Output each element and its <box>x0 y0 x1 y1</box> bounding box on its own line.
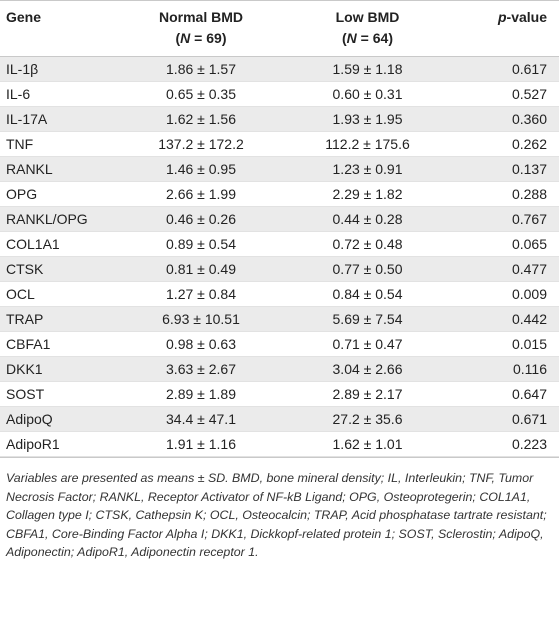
table-row: COL1A1 0.89 ± 0.54 0.72 ± 0.48 0.065 <box>0 231 559 257</box>
table-body: IL-1β 1.86 ± 1.57 1.59 ± 1.18 0.617 IL-6 0.65… <box>0 56 559 457</box>
cell-gene: COL1A1 <box>0 231 126 257</box>
cell-p-value: 0.671 <box>459 406 559 432</box>
cell-p-value: 0.360 <box>459 106 559 132</box>
header-low-n: (N = 64) <box>342 30 393 46</box>
cell-p-value: 0.767 <box>459 206 559 232</box>
cell-gene: DKK1 <box>0 356 126 382</box>
cell-normal-bmd: 1.27 ± 0.84 <box>126 281 276 307</box>
cell-gene: TRAP <box>0 306 126 332</box>
cell-gene: IL-1β <box>0 56 126 82</box>
table-row: RANKL/OPG 0.46 ± 0.26 0.44 ± 0.28 0.767 <box>0 206 559 232</box>
table-header: Gene Normal BMD (N = 69) Low BMD (N = 64… <box>0 0 559 57</box>
table-row: AdipoQ 34.4 ± 47.1 27.2 ± 35.6 0.671 <box>0 406 559 432</box>
cell-low-bmd: 0.60 ± 0.31 <box>276 81 459 107</box>
cell-normal-bmd: 0.65 ± 0.35 <box>126 81 276 107</box>
cell-normal-bmd: 1.62 ± 1.56 <box>126 106 276 132</box>
header-row: Gene Normal BMD (N = 69) Low BMD (N = 64… <box>0 0 559 57</box>
cell-gene: OPG <box>0 181 126 207</box>
cell-p-value: 0.442 <box>459 306 559 332</box>
cell-low-bmd: 1.93 ± 1.95 <box>276 106 459 132</box>
header-p-value: p-value <box>459 0 559 57</box>
cell-low-bmd: 27.2 ± 35.6 <box>276 406 459 432</box>
cell-p-value: 0.009 <box>459 281 559 307</box>
cell-p-value: 0.477 <box>459 256 559 282</box>
cell-low-bmd: 112.2 ± 175.6 <box>276 131 459 157</box>
cell-gene: CBFA1 <box>0 331 126 357</box>
cell-low-bmd: 0.72 ± 0.48 <box>276 231 459 257</box>
cell-normal-bmd: 1.91 ± 1.16 <box>126 431 276 457</box>
cell-normal-bmd: 6.93 ± 10.51 <box>126 306 276 332</box>
cell-low-bmd: 0.44 ± 0.28 <box>276 206 459 232</box>
table-row: SOST 2.89 ± 1.89 2.89 ± 2.17 0.647 <box>0 381 559 407</box>
cell-normal-bmd: 0.81 ± 0.49 <box>126 256 276 282</box>
cell-p-value: 0.262 <box>459 131 559 157</box>
cell-normal-bmd: 1.46 ± 0.95 <box>126 156 276 182</box>
cell-gene: IL-6 <box>0 81 126 107</box>
header-low-label: Low BMD <box>335 9 400 25</box>
cell-low-bmd: 1.23 ± 0.91 <box>276 156 459 182</box>
cell-normal-bmd: 137.2 ± 172.2 <box>126 131 276 157</box>
table-row: OPG 2.66 ± 1.99 2.29 ± 1.82 0.288 <box>0 181 559 207</box>
table-row: AdipoR1 1.91 ± 1.16 1.62 ± 1.01 0.223 <box>0 431 559 457</box>
cell-gene: AdipoR1 <box>0 431 126 457</box>
gene-expression-table: Gene Normal BMD (N = 69) Low BMD (N = 64… <box>0 0 559 457</box>
table-row: RANKL 1.46 ± 0.95 1.23 ± 0.91 0.137 <box>0 156 559 182</box>
table-row: IL-6 0.65 ± 0.35 0.60 ± 0.31 0.527 <box>0 81 559 107</box>
cell-normal-bmd: 0.46 ± 0.26 <box>126 206 276 232</box>
cell-low-bmd: 0.84 ± 0.54 <box>276 281 459 307</box>
cell-p-value: 0.223 <box>459 431 559 457</box>
header-low-bmd: Low BMD (N = 64) <box>276 0 459 57</box>
cell-normal-bmd: 0.89 ± 0.54 <box>126 231 276 257</box>
cell-gene: RANKL/OPG <box>0 206 126 232</box>
table-row: TRAP 6.93 ± 10.51 5.69 ± 7.54 0.442 <box>0 306 559 332</box>
header-normal-label: Normal BMD <box>158 9 243 25</box>
cell-p-value: 0.288 <box>459 181 559 207</box>
table-footnote: Variables are presented as means ± SD. B… <box>0 457 559 562</box>
cell-normal-bmd: 2.89 ± 1.89 <box>126 381 276 407</box>
cell-low-bmd: 2.89 ± 2.17 <box>276 381 459 407</box>
cell-low-bmd: 0.71 ± 0.47 <box>276 331 459 357</box>
cell-low-bmd: 1.62 ± 1.01 <box>276 431 459 457</box>
cell-gene: AdipoQ <box>0 406 126 432</box>
cell-gene: IL-17A <box>0 106 126 132</box>
header-gene: Gene <box>0 0 126 57</box>
header-normal-bmd: Normal BMD (N = 69) <box>126 0 276 57</box>
cell-low-bmd: 1.59 ± 1.18 <box>276 56 459 82</box>
cell-gene: CTSK <box>0 256 126 282</box>
cell-low-bmd: 5.69 ± 7.54 <box>276 306 459 332</box>
cell-low-bmd: 2.29 ± 1.82 <box>276 181 459 207</box>
cell-p-value: 0.065 <box>459 231 559 257</box>
table-row: DKK1 3.63 ± 2.67 3.04 ± 2.66 0.116 <box>0 356 559 382</box>
cell-p-value: 0.527 <box>459 81 559 107</box>
table-row: CTSK 0.81 ± 0.49 0.77 ± 0.50 0.477 <box>0 256 559 282</box>
cell-normal-bmd: 0.98 ± 0.63 <box>126 331 276 357</box>
cell-gene: TNF <box>0 131 126 157</box>
cell-gene: OCL <box>0 281 126 307</box>
table-row: CBFA1 0.98 ± 0.63 0.71 ± 0.47 0.015 <box>0 331 559 357</box>
cell-gene: RANKL <box>0 156 126 182</box>
table-row: TNF 137.2 ± 172.2 112.2 ± 175.6 0.262 <box>0 131 559 157</box>
table-row: IL-1β 1.86 ± 1.57 1.59 ± 1.18 0.617 <box>0 56 559 82</box>
cell-p-value: 0.137 <box>459 156 559 182</box>
cell-normal-bmd: 3.63 ± 2.67 <box>126 356 276 382</box>
cell-p-value: 0.116 <box>459 356 559 382</box>
cell-p-value: 0.617 <box>459 56 559 82</box>
table-row: OCL 1.27 ± 0.84 0.84 ± 0.54 0.009 <box>0 281 559 307</box>
cell-normal-bmd: 2.66 ± 1.99 <box>126 181 276 207</box>
cell-normal-bmd: 34.4 ± 47.1 <box>126 406 276 432</box>
cell-low-bmd: 0.77 ± 0.50 <box>276 256 459 282</box>
table-row: IL-17A 1.62 ± 1.56 1.93 ± 1.95 0.360 <box>0 106 559 132</box>
cell-gene: SOST <box>0 381 126 407</box>
cell-p-value: 0.015 <box>459 331 559 357</box>
cell-p-value: 0.647 <box>459 381 559 407</box>
header-normal-n: (N = 69) <box>175 30 227 46</box>
cell-low-bmd: 3.04 ± 2.66 <box>276 356 459 382</box>
cell-normal-bmd: 1.86 ± 1.57 <box>126 56 276 82</box>
